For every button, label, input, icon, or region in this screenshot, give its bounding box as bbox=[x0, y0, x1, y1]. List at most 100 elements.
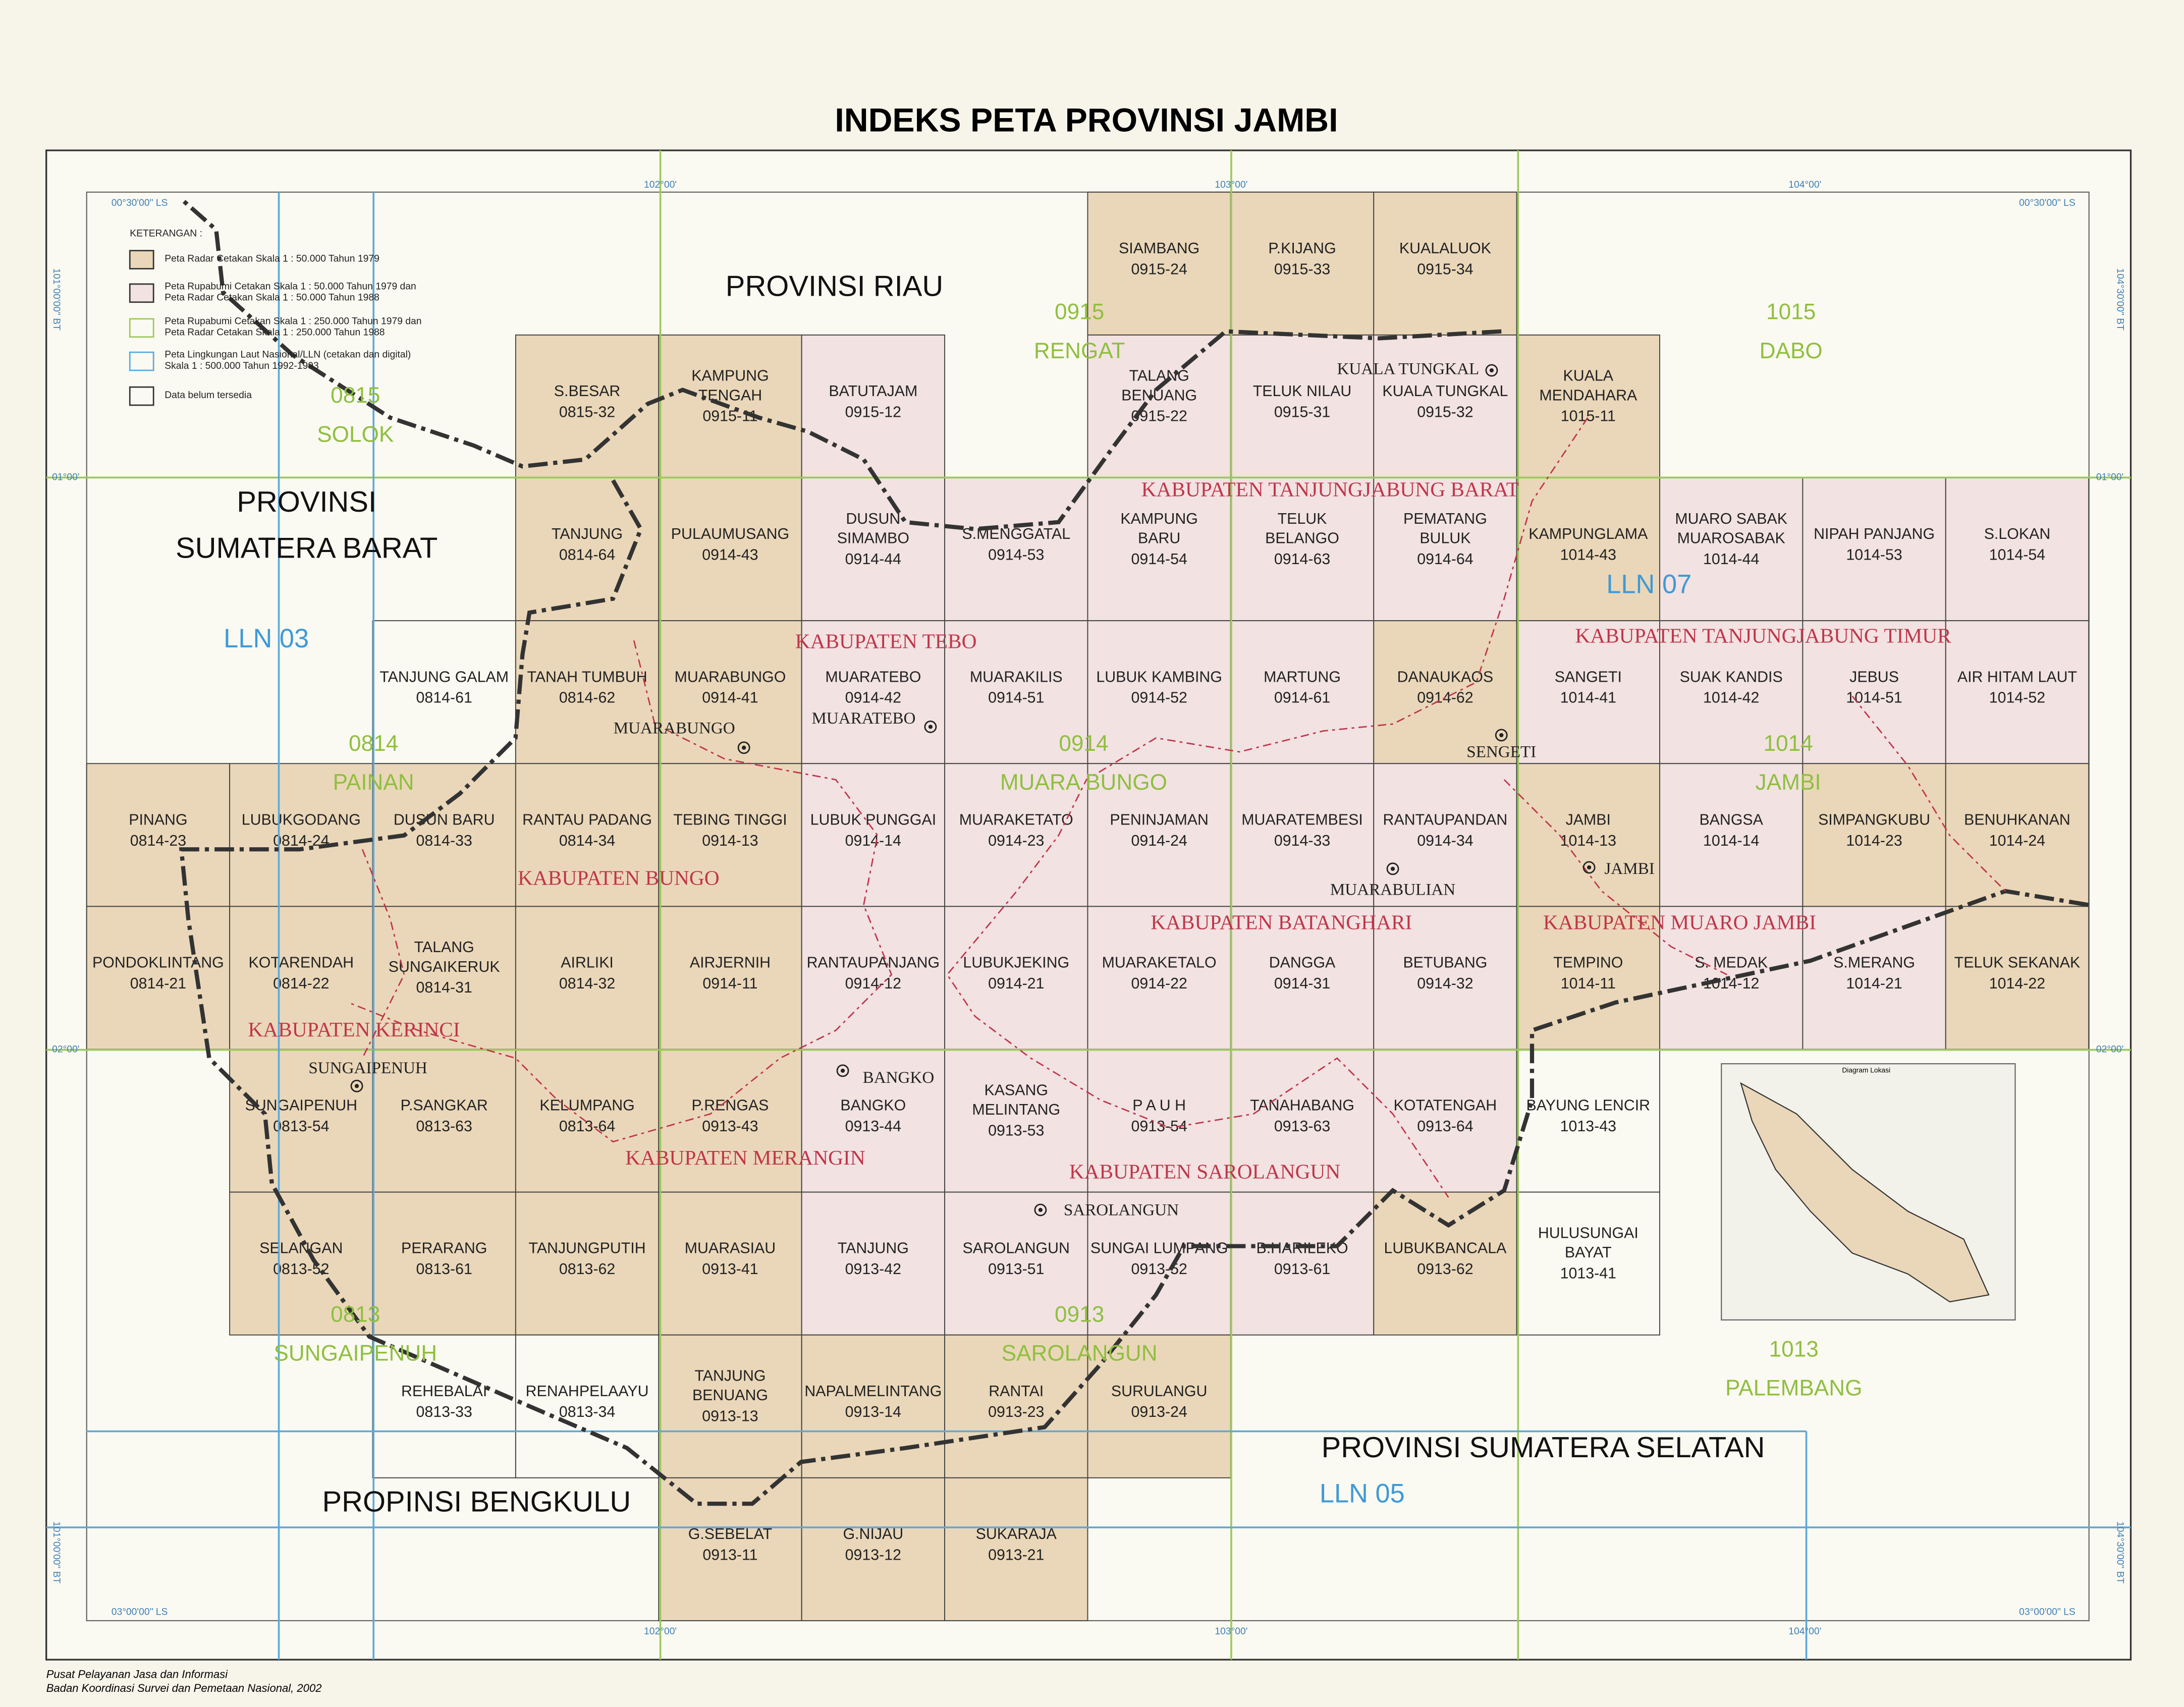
sheet-code: 0914-52 bbox=[1131, 690, 1187, 706]
sheet-cell bbox=[1373, 334, 1517, 478]
sheet-name: RENAHPELAAYU bbox=[526, 1383, 649, 1400]
sheet-name: LUBUK KAMBING bbox=[1096, 669, 1222, 685]
coordinate-label: 00°30'00" LS bbox=[112, 198, 168, 208]
sheet-cell bbox=[944, 620, 1088, 764]
sheet-code: 1014-52 bbox=[1989, 690, 2045, 706]
sheet-cell bbox=[372, 1049, 516, 1193]
sheet-code: 0813-34 bbox=[559, 1404, 615, 1420]
sheet-name: RANTAU PADANG bbox=[522, 811, 652, 828]
legend-label: Peta Lingkungan Laut Nasional/LLN (cetak… bbox=[165, 350, 411, 360]
sheet-name: BAYUNG LENCIR bbox=[1526, 1097, 1651, 1114]
sheet-name: SANGETI bbox=[1555, 669, 1622, 685]
sheet-name: KUALALUOK bbox=[1399, 240, 1491, 257]
sheet-cell bbox=[515, 1191, 660, 1336]
sheet-250k-code: 0815 bbox=[331, 383, 380, 408]
sheet-code: 0913-23 bbox=[988, 1404, 1044, 1420]
sheet-code: 1014-54 bbox=[1989, 547, 2045, 564]
sheet-250k-name: MUARA BUNGO bbox=[1000, 770, 1167, 795]
sheet-name: TALANG bbox=[414, 939, 474, 956]
sheet-cell bbox=[658, 763, 802, 907]
sheet-cells: SIAMBANG 0915-24 P.KIJANG 0915-33 KUALALUOK 0… bbox=[86, 191, 2090, 1621]
province-label: SUMATERA BARAT bbox=[176, 532, 438, 564]
sheet-code: 0913-62 bbox=[1417, 1261, 1473, 1278]
sheet-cell bbox=[658, 906, 802, 1050]
sheet-cell bbox=[1373, 763, 1517, 907]
town-label: MUARABULIAN bbox=[1330, 880, 1455, 899]
province-label: PROVINSI SUMATERA SELATAN bbox=[1322, 1431, 1765, 1464]
sheet-name: BETUBANG bbox=[1403, 955, 1487, 971]
sheet-name: TEBING TINGGI bbox=[673, 811, 787, 828]
sheet-cell bbox=[1230, 906, 1375, 1050]
sheet-250k-name: SAROLANGUN bbox=[1002, 1341, 1158, 1366]
sheet-name: SAROLANGUN bbox=[963, 1240, 1070, 1257]
sheet-cell bbox=[658, 1049, 802, 1193]
sheet-cell bbox=[944, 1049, 1088, 1193]
sheet-name: BENUANG bbox=[692, 1387, 768, 1404]
regency-line bbox=[361, 849, 405, 1059]
sheet-cell bbox=[801, 620, 946, 764]
sheet-cell bbox=[229, 1049, 373, 1193]
sheet-cell bbox=[1087, 763, 1231, 907]
sheet-name: S.MERANG bbox=[1833, 955, 1915, 971]
sheet-code: 0914-23 bbox=[988, 833, 1044, 849]
sheet-code: 1014-13 bbox=[1560, 833, 1616, 849]
sheet-code: 0914-12 bbox=[845, 975, 901, 992]
sheet-code: 0813-61 bbox=[416, 1261, 472, 1278]
sheet-name: TANJUNG bbox=[552, 526, 623, 542]
sheet-cell bbox=[801, 1477, 946, 1621]
sheet-cell bbox=[515, 334, 660, 478]
boundary-north bbox=[180, 197, 1502, 531]
sheet-name: S. MEDAK bbox=[1695, 955, 1768, 971]
sheet-cell bbox=[515, 763, 660, 907]
sheet-name: P.SANGKAR bbox=[401, 1097, 488, 1114]
sheet-name: JEBUS bbox=[1849, 669, 1899, 685]
regency-label: KABUPATEN BATANGHARI bbox=[1151, 911, 1412, 934]
sheet-name: TALANG bbox=[1129, 368, 1189, 384]
sheet-250k-code: 1015 bbox=[1766, 300, 1816, 324]
inset-title: Diagram Lokasi bbox=[1842, 1067, 1890, 1074]
sheet-code: 0814-34 bbox=[559, 833, 615, 849]
sheet-name: BAYAT bbox=[1565, 1244, 1612, 1261]
sheet-code: 1014-21 bbox=[1846, 975, 1902, 992]
sheet-name: RANTAI bbox=[989, 1383, 1044, 1400]
sheet-cell bbox=[1087, 334, 1231, 478]
sheet-cell bbox=[1516, 763, 1660, 907]
sheet-cell bbox=[1087, 906, 1231, 1050]
sheet-name: DUSUN bbox=[846, 511, 900, 527]
coordinate-label: 103°00' bbox=[1215, 1626, 1247, 1637]
sheet-name: PERARANG bbox=[401, 1240, 487, 1257]
town-marker-dot bbox=[1587, 865, 1592, 870]
sheet-name: S.LOKAN bbox=[1984, 526, 2051, 542]
town-label: KUALA TUNGKAL bbox=[1337, 360, 1480, 378]
sheet-name: TENGAH bbox=[698, 387, 762, 404]
lln-label: LLN 07 bbox=[1606, 570, 1691, 599]
sheet-cell bbox=[658, 334, 802, 478]
sheet-code: 0814-31 bbox=[416, 979, 472, 996]
sheet-cell bbox=[1802, 763, 1946, 907]
regency-line bbox=[348, 640, 893, 1143]
sheet-cell bbox=[229, 906, 373, 1050]
sheet-name: BENUANG bbox=[1121, 387, 1197, 404]
sheet-cell bbox=[372, 906, 516, 1050]
sheet-name: REHEBALAI bbox=[401, 1383, 487, 1400]
town-label: MUARABUNGO bbox=[614, 719, 735, 738]
sheet-code: 0813-54 bbox=[273, 1118, 329, 1135]
sheet-name: MELINTANG bbox=[972, 1102, 1060, 1118]
sheet-cell bbox=[515, 1049, 660, 1193]
sheet-code: 0913-61 bbox=[1274, 1261, 1330, 1278]
sheet-code: 0914-41 bbox=[702, 690, 758, 706]
sheet-cell bbox=[658, 1191, 802, 1336]
sheet-name: AIR HITAM LAUT bbox=[1957, 669, 2077, 685]
town-marker-dot bbox=[742, 745, 746, 750]
regency-line bbox=[946, 417, 1589, 1198]
sheet-code: 0814-62 bbox=[559, 690, 615, 706]
sheet-code: 0914-64 bbox=[1417, 551, 1473, 568]
sheet-250k-name: JAMBI bbox=[1756, 770, 1821, 795]
sheet-name: PULAUMUSANG bbox=[671, 526, 789, 542]
town-marker-dot bbox=[1038, 1207, 1043, 1213]
sheet-cell bbox=[658, 477, 802, 622]
regency-line bbox=[1851, 695, 2006, 892]
sheet-cell bbox=[801, 334, 946, 478]
sheet-cell bbox=[1373, 1049, 1517, 1193]
